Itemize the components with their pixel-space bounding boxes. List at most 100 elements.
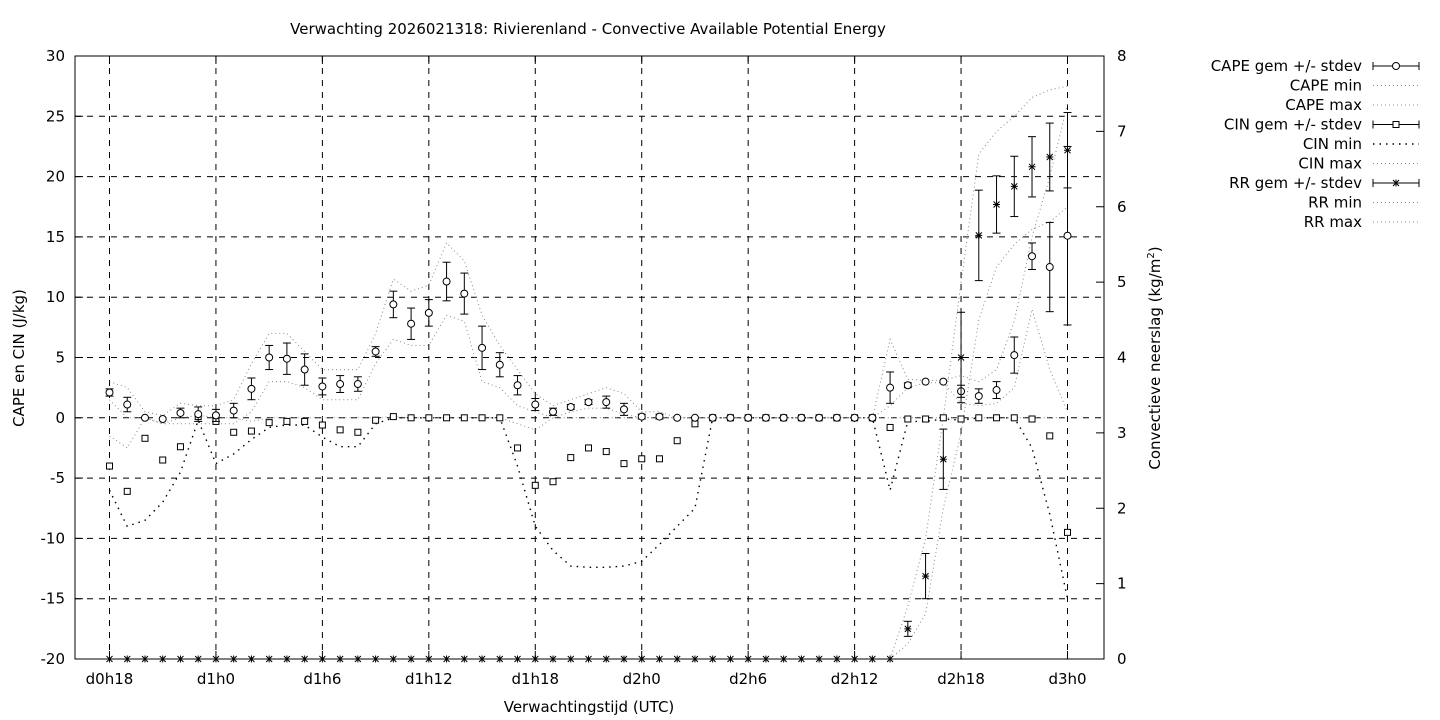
cin-mean-point (301, 417, 309, 425)
cin-mean-point (514, 444, 522, 452)
cin-mean-point (106, 462, 113, 470)
legend-marker (1392, 121, 1400, 128)
y-tick-label: 25 (46, 107, 65, 125)
cape-mean-point (229, 406, 238, 415)
cin-mean-point (425, 414, 433, 422)
rr-mean-point (975, 231, 983, 239)
cape-mean-point (744, 413, 753, 422)
legend-label: CIN gem +/- stdev (1224, 116, 1362, 134)
cin-mean-point (567, 454, 575, 462)
cape-mean-point (336, 380, 345, 389)
y2-tick-label: 2 (1117, 499, 1127, 517)
x-tick-label: d2h18 (937, 670, 985, 688)
cape-mean-point (389, 300, 398, 309)
cin-mean-point (673, 437, 681, 445)
plot-frame (74, 55, 1105, 660)
cape-mean-point (690, 413, 699, 422)
cin-mean-point (247, 427, 255, 435)
x-tick-label: d3h0 (1048, 670, 1086, 688)
cape-mean-point (797, 413, 806, 422)
x-tick-label: d2h6 (729, 670, 767, 688)
cape-mean-point (300, 365, 309, 374)
legend-label: CAPE min (1290, 77, 1362, 95)
cape-mean-point (478, 343, 487, 352)
x-tick-label: d1h12 (405, 670, 453, 688)
cape-mean-point (105, 388, 114, 397)
y-tick-label: 15 (46, 228, 65, 246)
rr-mean-point (1064, 146, 1071, 154)
x-tick-label: d2h12 (831, 670, 879, 688)
y-tick-label: 0 (55, 409, 65, 427)
y2-tick-label: 0 (1117, 650, 1127, 668)
cape-mean-point (318, 382, 327, 391)
cin-mean-point (460, 414, 468, 422)
cape-mean-point (1010, 351, 1019, 360)
cin-mean-point (585, 444, 592, 452)
cape-mean-point (158, 415, 167, 424)
cape-mean-point (282, 354, 291, 363)
y-tick-label: 10 (46, 288, 65, 306)
cape-mean-point (1045, 263, 1054, 272)
cape-mean-point (868, 413, 877, 422)
cin-mean-point (1064, 528, 1071, 536)
cape-mean-point (407, 319, 416, 328)
rr-mean-point (904, 625, 912, 633)
cape-mean-point (353, 380, 362, 389)
cin-mean-point (1010, 414, 1018, 422)
cape-mean-point (211, 411, 220, 420)
y2-tick-label: 8 (1117, 47, 1127, 65)
rr-mean-point (939, 455, 947, 463)
y2-tick-label: 7 (1117, 122, 1127, 140)
y2-tick-label: 4 (1117, 349, 1127, 367)
x-axis-label: Verwachtingstijd (UTC) (504, 698, 675, 716)
cape-mean-point (513, 381, 522, 390)
cape-mean-point (549, 407, 558, 416)
cin-mean-point (389, 413, 397, 421)
legend-marker (1392, 62, 1400, 70)
cin-mean-point (1046, 432, 1054, 440)
cape-mean-point (140, 413, 149, 422)
cin-mean-point (638, 455, 646, 463)
legend-label: CAPE gem +/- stdev (1211, 57, 1362, 75)
cin-mean-point (123, 487, 131, 495)
rr-mean-point (1028, 163, 1036, 171)
y-tick-label: -10 (41, 529, 66, 547)
x-tick-label: d2h0 (623, 670, 661, 688)
x-tick-label: d0h18 (86, 670, 134, 688)
cin-mean-point (318, 421, 326, 429)
cin-mean-point (159, 456, 167, 464)
cin-mean-point (336, 426, 344, 434)
cin-mean-point (620, 460, 628, 468)
cape-mean-point (265, 353, 274, 362)
y2-tick-label: 3 (1117, 424, 1127, 442)
cin-mean-point (549, 478, 557, 486)
legend-label: RR max (1304, 213, 1362, 231)
cin-mean-point (993, 414, 1001, 422)
cin-mean-point (283, 417, 291, 425)
rr-mean-point (922, 572, 930, 580)
cape-mean-point (247, 384, 256, 393)
cape-mean-point (194, 410, 203, 419)
legend-marker (1392, 179, 1400, 187)
y2-tick-label: 1 (1117, 575, 1127, 593)
cape-mean-point (974, 392, 983, 401)
cape-mean-point (921, 377, 930, 386)
cape-mean-point (371, 347, 380, 356)
plot-series (105, 85, 1072, 663)
cape-mean-point (815, 413, 824, 422)
cin-mean-point (1028, 415, 1036, 423)
cape-mean-point (655, 412, 664, 421)
cin-mean-point (922, 415, 930, 423)
cape-mean-point (619, 405, 628, 414)
y2-axis-label-superscript: 2 (1146, 252, 1157, 258)
cape-mean-point (779, 413, 788, 422)
legend-label: RR min (1308, 194, 1362, 212)
cin-mean-point (372, 416, 380, 424)
cape-mean-point (123, 400, 132, 409)
y2-tick-label: 6 (1117, 198, 1127, 216)
x-tick-label: d1h0 (197, 670, 235, 688)
cape-mean-point (424, 308, 433, 317)
x-tick-label: d1h6 (303, 670, 341, 688)
cape-mean-point (903, 381, 912, 390)
cin-mean-point (655, 455, 663, 463)
